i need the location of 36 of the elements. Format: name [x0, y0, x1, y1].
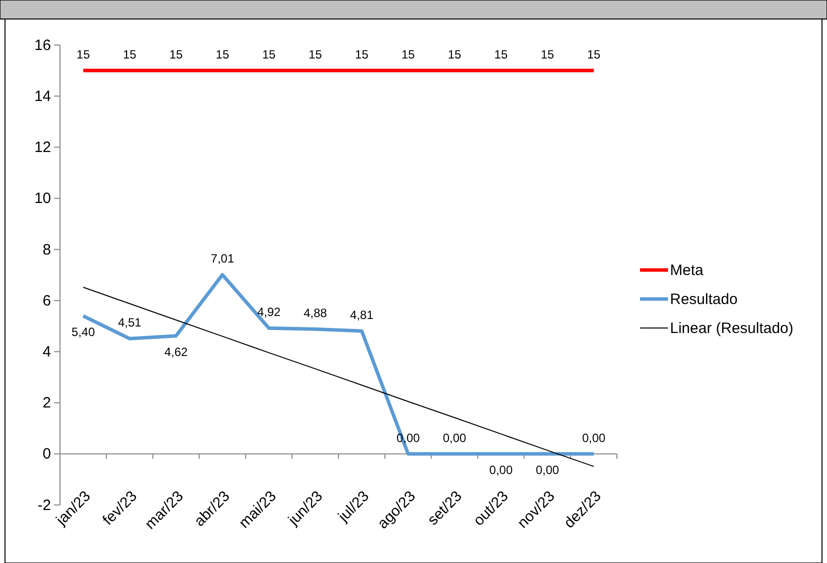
- y-tick-label: 10: [34, 190, 51, 208]
- data-label: 4,88: [304, 306, 328, 320]
- data-label: 4,51: [118, 316, 142, 330]
- legend-label: Linear (Resultado): [670, 320, 794, 337]
- data-label: 7,01: [210, 252, 234, 266]
- data-label: 0,00: [582, 430, 606, 445]
- y-tick-label: 8: [42, 241, 51, 258]
- data-label: 15: [262, 48, 276, 62]
- data-label: 15: [448, 48, 462, 62]
- data-label: 15: [122, 48, 137, 62]
- data-label: 15: [169, 48, 184, 62]
- y-tick-label: 2: [42, 394, 51, 412]
- data-label: 15: [587, 48, 601, 62]
- data-label: 4,81: [350, 308, 374, 322]
- data-label: 0,00: [489, 462, 513, 477]
- y-tick-label: -2: [38, 496, 51, 514]
- data-label: 15: [540, 48, 554, 62]
- data-label: 15: [308, 48, 322, 62]
- data-label: 0,00: [442, 430, 467, 445]
- legend-label: Resultado: [670, 291, 738, 308]
- y-tick-label: 6: [42, 292, 51, 310]
- data-label: 0,00: [536, 462, 560, 477]
- data-label: 15: [494, 48, 508, 62]
- data-label: 5,40: [72, 324, 96, 339]
- y-tick-label: 16: [34, 36, 51, 54]
- y-tick-label: 0: [42, 446, 51, 463]
- data-label: 15: [76, 48, 90, 62]
- data-label: 15: [216, 48, 230, 62]
- y-tick-label: 12: [34, 139, 51, 156]
- legend-label: Meta: [670, 262, 704, 279]
- data-label: 15: [401, 48, 416, 62]
- y-tick-label: 4: [42, 343, 51, 360]
- y-tick-label: 14: [34, 88, 51, 105]
- data-label: 4,92: [257, 305, 281, 320]
- data-label: 15: [355, 48, 369, 62]
- data-label: 4,62: [164, 344, 188, 359]
